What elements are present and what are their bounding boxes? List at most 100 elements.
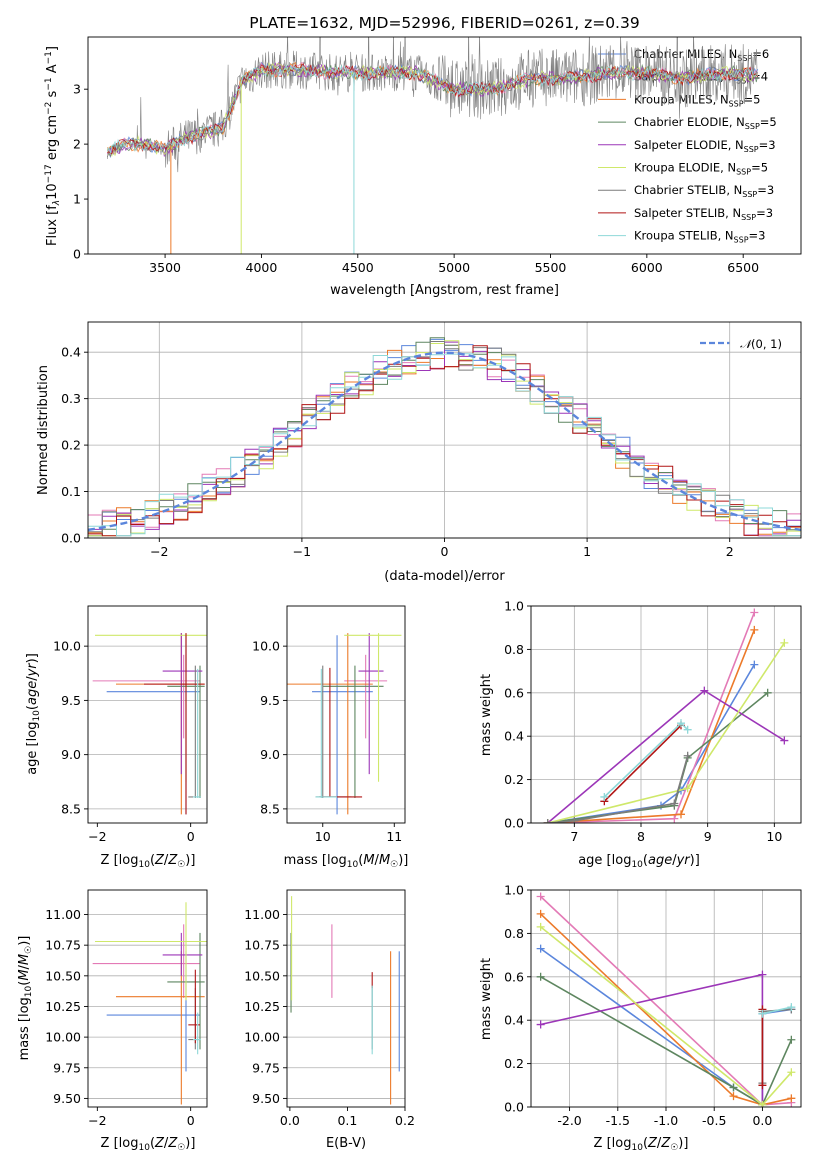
weight-marker-salp_miles	[536, 892, 545, 901]
legend-sub: SSP	[741, 213, 756, 222]
y-tick-label: 0.6	[504, 969, 524, 984]
legend-sub: SSP	[729, 99, 744, 108]
weight-marker-krou_stelib	[683, 725, 692, 734]
legend-label-chab_elodie: Chabrier ELODIE, NSSP=5	[634, 115, 777, 131]
residuals-frame: −2 −1 0 1 2 0.0 0.1 0.2 0.3 0.4	[61, 321, 802, 559]
spectrum-ylabel-part: −1	[44, 77, 54, 90]
weight-marker-salp_elodie	[700, 686, 709, 695]
weight-marker-salp_elodie	[780, 736, 789, 745]
legend-tail: =3	[756, 206, 773, 220]
legend-text: Salpeter STELIB, N	[634, 206, 741, 220]
weight-marker-chab_elodie	[763, 688, 772, 697]
legend-sub: SSP	[745, 122, 760, 131]
weight-marker-chab_elodie	[729, 1083, 738, 1092]
weight-marker-krou_elodie	[683, 784, 692, 793]
weight-marker-krou_miles	[750, 625, 759, 634]
legend-text: Chabrier ELODIE, N	[634, 115, 745, 129]
z_weight-frame: -2.0 -1.5 -1.0 -0.5 0.0 0.0 0.2 0.4 0.6 0.8 1.0	[504, 883, 802, 1128]
y-tick-label: 1	[73, 192, 81, 207]
legend-text: Kroupa STELIB, N	[634, 229, 734, 243]
y-tick-label: 9.75	[252, 1060, 280, 1075]
y-tick-label: 1.0	[504, 599, 524, 614]
age-weight-ylabel: mass weight	[479, 674, 494, 756]
y-tick-label: 0.4	[504, 729, 524, 744]
weight-marker-salp_miles	[670, 814, 679, 823]
legend-tail: =3	[757, 183, 774, 197]
x-tick-label: 2	[726, 544, 734, 559]
y-tick-label: 9.5	[61, 693, 81, 708]
spectrum-frame: 3500 4000 4500 5000 5500 6000 6500 0 1 2 3	[73, 36, 802, 275]
x-tick-label: -1.5	[606, 1113, 630, 1128]
y-tick-label: 0.4	[61, 345, 81, 360]
legend-text: Kroupa MILES, N	[634, 92, 729, 106]
x-tick-label: 3500	[149, 260, 181, 275]
axes-frame	[286, 605, 406, 824]
y-tick-label: 0.6	[504, 685, 524, 700]
x-tick-label: 0	[441, 544, 449, 559]
legend-sub: SSP	[737, 54, 752, 63]
weight-line-chab_stelib	[547, 755, 689, 823]
spectrum-ylabel-part: −1	[44, 51, 54, 64]
y-tick-label: 8.5	[260, 801, 280, 816]
x-tick-label: 0.2	[395, 1113, 415, 1128]
z-mass-xlabel: Z [log10(Z/Z☉)]	[101, 1136, 196, 1153]
weight-marker-chab_stelib	[683, 751, 692, 760]
weight-marker-chab_miles	[536, 944, 545, 953]
weight-marker-salp_miles	[750, 608, 759, 617]
z-weight-ylabel: mass weight	[479, 958, 494, 1040]
x-tick-label: 1	[583, 544, 591, 559]
weight-marker-chab_elodie	[787, 1035, 796, 1044]
ebv_mass-marks	[287, 896, 405, 1105]
x-tick-label: -1.0	[654, 1113, 678, 1128]
legend-sub: SSP	[736, 168, 751, 177]
mass_age-frame: 10 11 8.5 9.0 9.5 10.0	[252, 605, 406, 844]
y-tick-label: 3	[73, 82, 81, 97]
weight-marker-krou_elodie	[787, 1068, 796, 1077]
legend-tail: =5	[760, 115, 777, 129]
weight-marker-krou_stelib	[758, 1009, 767, 1018]
y-tick-label: 10.50	[45, 968, 81, 983]
y-tick-label: 10.00	[45, 1030, 81, 1045]
x-tick-label: 6000	[631, 260, 663, 275]
weight-marker-chab_elodie	[536, 972, 545, 981]
z-age-ylabel: age [log10(age/yr)]	[25, 653, 42, 775]
legend-label-salp_stelib: Salpeter STELIB, NSSP=3	[634, 206, 773, 222]
z_age-marks	[88, 633, 207, 815]
y-tick-label: 0.2	[61, 438, 81, 453]
gaussian-curve	[88, 351, 801, 532]
gauss-legend-label: 𝒩(0, 1)	[740, 337, 782, 351]
mass_age-marks	[287, 633, 405, 815]
legend-text: Kroupa ELODIE, N	[634, 161, 736, 175]
spectrum-ylabel: Flux [fλ10−17 erg cm−2 s−1 A−1]	[44, 46, 62, 246]
axes-frame	[286, 889, 406, 1108]
y-tick-label: 0.0	[61, 531, 81, 546]
age_weight-frame: 7 8 9 10 0.0 0.2 0.4 0.6 0.8 1.0	[504, 599, 802, 844]
z_mass-frame: −2 0 9.50 9.75 10.00 10.25 10.50 10.75 11.00	[45, 889, 208, 1128]
y-tick-label: 11.00	[244, 907, 280, 922]
z_age-frame: −2 0 8.5 9.0 9.5 10.0	[53, 605, 208, 844]
legend-tail: =5	[744, 92, 761, 106]
legend-label-chab_stelib: Chabrier STELIB, NSSP=3	[634, 183, 774, 199]
spectrum-ylabel-part: −2	[44, 102, 54, 115]
y-tick-label: 1.0	[504, 883, 524, 898]
x-tick-label: 8	[637, 829, 645, 844]
ebv_mass-frame: 0.0 0.1 0.2 9.50 9.75 10.00 10.25 10.50 10.75 11.…	[244, 889, 415, 1128]
legend-label-krou_elodie: Kroupa ELODIE, NSSP=5	[634, 161, 768, 177]
axes-frame	[530, 605, 802, 824]
axes-frame	[87, 605, 208, 824]
z-mass-ylabel: mass [log10(M/M☉)]	[17, 936, 34, 1061]
y-tick-label: 10.00	[244, 1030, 280, 1045]
spectrum-xlabel: wavelength [Angstrom, rest frame]	[330, 283, 559, 298]
z_mass-marks	[88, 902, 207, 1105]
residual-histogram-krou_stelib	[88, 353, 801, 537]
weight-marker-krou_miles	[787, 1094, 796, 1103]
weight-line-chab_miles	[547, 664, 755, 823]
weight-marker-krou_miles	[729, 1092, 738, 1101]
residual-xlabel: (data-model)/error	[384, 569, 505, 584]
x-tick-label: 10	[766, 829, 782, 844]
weight-marker-salp_elodie	[536, 1020, 545, 1029]
weight-line-krou_stelib	[762, 1006, 792, 1015]
model-spectrum-chab_elodie	[107, 63, 759, 155]
x-tick-label: 0.0	[752, 1113, 772, 1128]
weight-marker-krou_elodie	[758, 1100, 767, 1107]
